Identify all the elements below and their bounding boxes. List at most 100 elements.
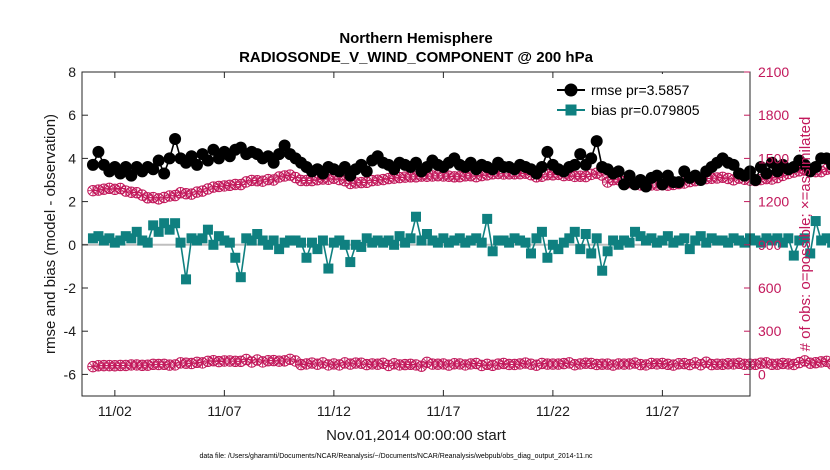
x-tick-label: 11/27: [645, 403, 679, 419]
bias-point: [345, 257, 356, 268]
bias-point: [137, 235, 148, 246]
rmse-point: [623, 169, 636, 182]
obs-cross: [339, 175, 351, 186]
bias-point: [230, 252, 241, 263]
bias-point: [668, 237, 679, 248]
rmse-point: [190, 158, 203, 171]
obs-cross: [169, 359, 181, 371]
bias-point: [405, 233, 416, 244]
rmse-point: [765, 156, 778, 169]
bias-point: [586, 248, 597, 259]
rmse-point: [152, 154, 165, 167]
y2-axis-label: # of obs: o=possible; ×=assimilated: [797, 117, 814, 352]
bias-point: [646, 233, 657, 244]
rmse-point: [574, 148, 587, 161]
y-tick-label: 6: [68, 107, 76, 123]
bias-point: [772, 233, 783, 244]
bias-point: [235, 272, 246, 283]
bias-point: [673, 235, 684, 246]
obs-cross: [290, 172, 301, 183]
x-axis: 11/02 11/07 11/12 11/17 11/22 11/27: [98, 72, 680, 419]
rmse-point: [568, 158, 581, 171]
bias-point: [799, 233, 810, 244]
bias-point: [564, 233, 575, 244]
obs-cross: [788, 359, 800, 370]
bias-point: [389, 239, 400, 250]
obs-cross: [383, 360, 394, 371]
bias-point: [296, 237, 307, 248]
bias-point: [191, 235, 202, 246]
bias-point: [630, 226, 641, 237]
bias-point: [498, 235, 509, 246]
obs-cross: [695, 359, 706, 370]
rmse-point: [826, 159, 830, 171]
obs-cross: [596, 169, 608, 181]
bias-point: [449, 235, 460, 246]
bias-point: [263, 239, 274, 250]
obs-cross: [290, 355, 301, 367]
bias-point: [186, 233, 197, 244]
obs-cross: [794, 357, 805, 368]
x-tick-label: 11/17: [426, 403, 460, 419]
obs-cross: [317, 357, 329, 369]
obs-cross: [202, 183, 214, 195]
bias-point: [159, 218, 170, 229]
rmse-point: [541, 145, 554, 158]
bias-point: [761, 233, 772, 244]
y2-tick-label: 300: [758, 323, 782, 339]
rmse-point: [618, 178, 631, 191]
bias-point: [515, 235, 526, 246]
bias-point: [706, 233, 717, 244]
bias-point: [148, 220, 159, 231]
bias-point: [701, 237, 712, 248]
bias-point: [411, 211, 421, 222]
rmse-point: [338, 161, 351, 174]
bias-point: [734, 235, 745, 246]
bias-point: [750, 235, 761, 246]
bias-point: [339, 239, 350, 250]
bias-point: [175, 237, 186, 248]
bias-point: [520, 237, 531, 248]
bias-point: [788, 250, 799, 261]
bias-point: [241, 233, 252, 244]
bias-point: [400, 237, 411, 248]
y2-tick-label: 900: [758, 237, 782, 253]
rmse-point: [185, 150, 198, 163]
bias-point: [717, 235, 728, 246]
bias-point: [306, 237, 317, 248]
bias-point: [252, 229, 263, 239]
bias-point: [651, 237, 662, 248]
bias-point: [712, 235, 723, 246]
rmse-point: [727, 158, 740, 171]
rmse-point: [278, 139, 291, 152]
rmse-point: [694, 174, 707, 186]
obs-point: [820, 355, 830, 367]
rmse-point: [809, 161, 822, 174]
obs-possible-series: [87, 353, 830, 373]
bias-point: [181, 274, 192, 285]
bias-point: [558, 237, 569, 248]
bias-point: [608, 235, 619, 246]
bias-point: [87, 233, 98, 244]
rmse-point: [749, 174, 762, 186]
bias-point: [684, 244, 695, 255]
y2-tick-label: 1800: [758, 107, 789, 123]
rmse-point: [86, 158, 99, 171]
bias-point: [816, 235, 827, 246]
bias-point: [821, 233, 830, 244]
bias-point: [367, 237, 378, 248]
bias-point: [755, 237, 766, 248]
y-tick-label: 2: [68, 194, 76, 210]
obs-cross: [684, 359, 695, 370]
bias-point: [602, 246, 613, 257]
bias-point: [274, 244, 285, 255]
bias-point: [569, 226, 580, 237]
bias-point: [531, 233, 542, 244]
bias-point: [471, 233, 482, 244]
y-tick-label: 0: [68, 237, 76, 253]
bias-point: [794, 235, 805, 246]
obs-cross: [700, 356, 712, 368]
bias-point: [197, 233, 208, 244]
x-tick-label: 11/02: [98, 403, 132, 419]
